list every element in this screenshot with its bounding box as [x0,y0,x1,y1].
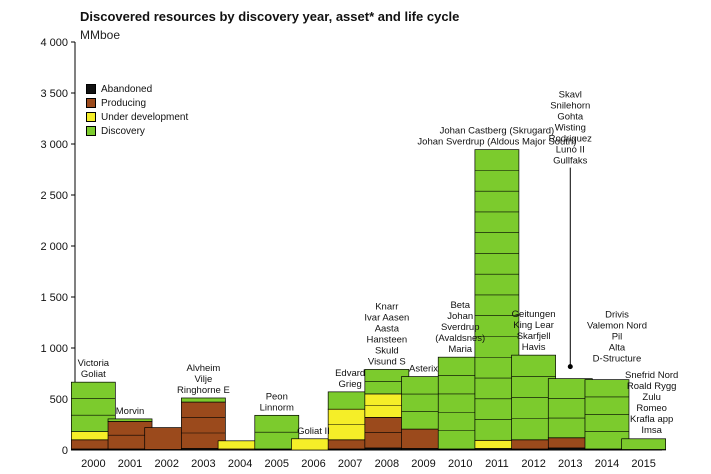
annotation-text: Ringhorne E [177,385,230,396]
annotation-text: Geitungen [512,309,556,320]
legend-item-under-development: Under development [86,110,188,124]
y-axis-unit-label: MMboe [80,28,121,42]
annotation-text: Gohta [557,112,584,123]
y-tick-label: 2 000 [40,241,68,253]
bar-segment-discovery [181,397,226,403]
x-tick-label: 2005 [265,458,289,470]
annotation-text: Skarfjell [517,331,551,342]
chart-legend: Abandoned Producing Under development Di… [86,82,188,138]
annotation-text: Luno II [556,145,585,156]
annotation-leader-dot [567,364,573,370]
annotation-text: Snefrid Nord [625,370,678,381]
legend-item-abandoned: Abandoned [86,82,188,96]
annotation-text: Havis [522,342,546,353]
x-tick-label: 2012 [521,458,545,470]
annotation-text: Visund S [368,356,406,367]
annotation-text: Valemon Nord [587,321,647,332]
y-tick-label: 2 500 [40,190,68,202]
annotation-text: Roald Rygg [627,381,677,392]
annotation-text: Johan Sverdrup (Aldous Major South) [417,137,576,148]
y-tick-label: 1 000 [40,343,68,355]
bar-segment-discovery [107,418,153,422]
annotation-text: Wisting [555,123,586,134]
annotation-text: Pil [612,332,623,343]
annotation-text: Vilje [195,374,213,385]
annotation-text: Grieg [339,379,362,390]
x-tick-label: 2014 [595,458,619,470]
x-tick-label: 2008 [375,458,399,470]
annotation-text: Hansteen [367,334,408,345]
annotation-text: Rodriguez [549,134,593,145]
legend-label-discovery: Discovery [101,125,145,137]
annotation-text: Skuld [375,345,399,356]
x-tick-label: 2011 [485,458,509,470]
x-tick-label: 2015 [631,458,655,470]
annotation-text: Ivar Aasen [364,312,409,323]
annotation-text: Sverdrup [441,322,480,333]
annotation-text: Linnorm [260,402,294,413]
y-tick-label: 4 000 [40,37,68,49]
x-tick-label: 2002 [154,458,178,470]
annotation-text: Victoria [78,358,110,369]
annotation-text: Beta [450,300,470,311]
annotation-text: Goliat [81,369,106,380]
y-tick-label: 500 [50,394,68,406]
legend-label-under-development: Under development [101,111,189,123]
x-tick-label: 2000 [81,458,105,470]
annotation-text: Skavl [559,90,582,101]
annotation-text: Johan Castberg (Skrugard) [440,126,555,137]
y-tick-label: 1 500 [40,292,68,304]
x-tick-label: 2003 [191,458,215,470]
annotation-text: Maria [448,344,472,355]
annotation-text: Aasta [375,323,400,334]
legend-item-discovery: Discovery [86,124,188,138]
annotation-text: Knarr [375,301,398,312]
annotation-text: Zulu [642,392,660,403]
annotation-text: Peon [266,391,288,402]
annotation-text: Goliat II [297,426,330,437]
legend-swatch-discovery [86,126,96,136]
legend-label-producing: Producing [101,97,147,109]
x-tick-label: 2010 [448,458,472,470]
annotation-text: King Lear [513,320,554,331]
x-tick-label: 2007 [338,458,362,470]
annotation-text: (Avaldsnes) [435,333,485,344]
chart-title: Discovered resources by discovery year, … [80,9,460,24]
x-tick-label: 2004 [228,458,252,470]
x-tick-label: 2013 [558,458,582,470]
annotation-text: Drivis [605,310,629,321]
annotation-text: Imsa [641,425,662,436]
legend-item-producing: Producing [86,96,188,110]
annotation-text: Gullfaks [553,156,588,167]
x-tick-label: 2001 [118,458,142,470]
annotation-text: Romeo [636,403,667,414]
x-tick-label: 2009 [411,458,435,470]
legend-swatch-producing [86,98,96,108]
annotation-text: Johan [447,311,473,322]
y-tick-label: 0 [62,445,68,457]
legend-label-abandoned: Abandoned [101,83,153,95]
annotation-text: Edvard [335,368,365,379]
y-tick-label: 3 000 [40,139,68,151]
bar-segment-discovery [621,438,667,450]
y-tick-label: 3 500 [40,88,68,100]
annotation-text: Alvheim [187,363,221,374]
annotation-text: Alta [609,343,626,354]
legend-swatch-under-development [86,112,96,122]
annotation-text: Snilehorn [550,101,590,112]
annotation-text: D-Structure [593,354,642,365]
annotation-text: Krafla app [630,414,673,425]
annotation-text: Asterix [409,364,438,375]
x-tick-label: 2006 [301,458,325,470]
annotation-text: Morvin [116,406,145,417]
legend-swatch-abandoned [86,84,96,94]
